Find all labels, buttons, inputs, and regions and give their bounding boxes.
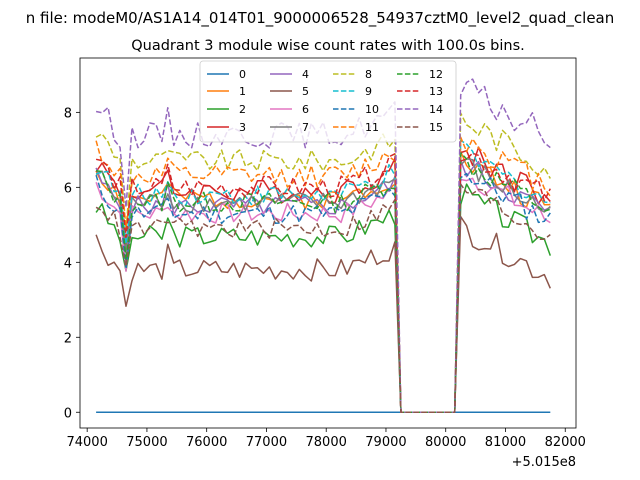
y-tick-label: 0 (64, 406, 72, 421)
legend-label-5: 5 (302, 85, 309, 98)
legend-label-2: 2 (239, 103, 246, 116)
legend-label-15: 15 (429, 121, 443, 134)
x-offset-label: +5.015e8 (512, 455, 576, 470)
y-tick-label: 6 (64, 181, 72, 196)
y-tick-label: 8 (64, 106, 72, 121)
series-line-2 (95, 183, 552, 414)
figure-suptitle: n file: modeM0/AS1A14_014T01_9000006528_… (26, 9, 615, 28)
y-tick-label: 2 (64, 331, 72, 346)
series-line-8 (95, 112, 551, 414)
x-tick-label: 79000 (365, 435, 406, 450)
legend-label-9: 9 (365, 85, 372, 98)
legend-box (199, 60, 457, 143)
legend-label-3: 3 (239, 121, 246, 134)
series-line-12 (95, 152, 551, 414)
series-line-10 (95, 172, 551, 414)
y-tick-label: 4 (64, 256, 72, 271)
legend-label-11: 11 (365, 121, 379, 134)
x-tick-label: 81000 (485, 435, 526, 450)
legend-label-6: 6 (302, 103, 309, 116)
legend-label-12: 12 (429, 68, 443, 81)
legend-label-13: 13 (429, 85, 443, 98)
legend-label-8: 8 (365, 68, 372, 81)
x-tick-label: 74000 (66, 435, 107, 450)
x-tick-label: 75000 (126, 435, 167, 450)
y-axis: 0 2 4 6 8 (64, 106, 80, 421)
series-line-5 (95, 215, 551, 414)
legend-label-0: 0 (239, 68, 246, 81)
series-layer (95, 78, 552, 414)
legend-label-10: 10 (365, 103, 379, 116)
legend-label-7: 7 (302, 121, 309, 134)
series-line-13 (95, 152, 551, 414)
series-line-7 (95, 158, 551, 414)
x-tick-label: 77000 (246, 435, 287, 450)
legend-label-14: 14 (429, 103, 443, 116)
x-tick-label: 76000 (186, 435, 227, 450)
series-line-11 (95, 136, 551, 414)
x-tick-label: 82000 (545, 435, 586, 450)
series-line-3 (95, 146, 551, 414)
legend-label-4: 4 (302, 68, 309, 81)
x-axis: 74000 75000 76000 77000 78000 79000 80000 81000… (66, 428, 586, 450)
x-tick-label: 78000 (306, 435, 347, 450)
plot-frame (79, 57, 577, 429)
chart-title: Quadrant 3 module wise count rates with … (131, 38, 525, 54)
series-line-15 (95, 183, 551, 414)
legend-label-1: 1 (239, 85, 246, 98)
series-line-9 (95, 139, 551, 414)
x-tick-label: 80000 (425, 435, 466, 450)
